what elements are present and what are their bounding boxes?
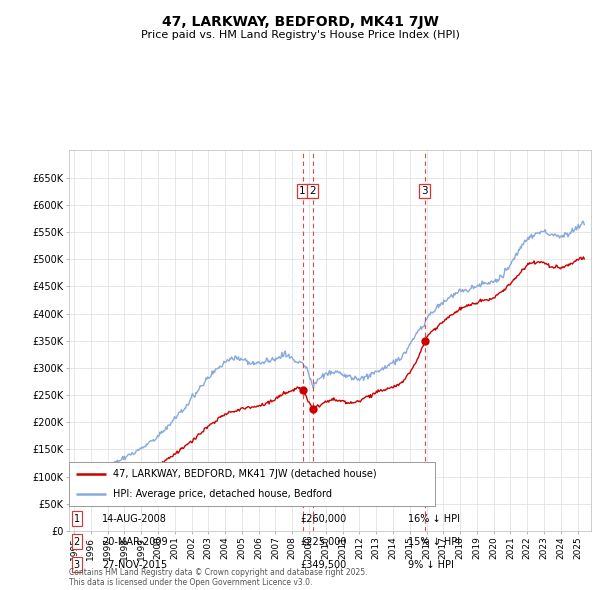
Text: £260,000: £260,000 [300,514,346,523]
Text: Price paid vs. HM Land Registry's House Price Index (HPI): Price paid vs. HM Land Registry's House … [140,30,460,40]
Text: 2: 2 [74,537,80,546]
Text: £225,000: £225,000 [300,537,347,546]
Text: 1: 1 [299,186,306,196]
Text: 3: 3 [422,186,428,196]
Text: 15% ↓ HPI: 15% ↓ HPI [408,537,460,546]
Text: 14-AUG-2008: 14-AUG-2008 [102,514,167,523]
Text: 9% ↓ HPI: 9% ↓ HPI [408,560,454,569]
Text: 2: 2 [310,186,316,196]
Text: 20-MAR-2009: 20-MAR-2009 [102,537,167,546]
Text: 47, LARKWAY, BEDFORD, MK41 7JW (detached house): 47, LARKWAY, BEDFORD, MK41 7JW (detached… [113,469,377,479]
Text: HPI: Average price, detached house, Bedford: HPI: Average price, detached house, Bedf… [113,489,332,499]
Text: 27-NOV-2015: 27-NOV-2015 [102,560,167,569]
Text: 3: 3 [74,560,80,569]
Text: 47, LARKWAY, BEDFORD, MK41 7JW: 47, LARKWAY, BEDFORD, MK41 7JW [161,15,439,29]
Text: 1: 1 [74,514,80,523]
Text: Contains HM Land Registry data © Crown copyright and database right 2025.
This d: Contains HM Land Registry data © Crown c… [69,568,367,587]
Text: £349,500: £349,500 [300,560,346,569]
Text: 16% ↓ HPI: 16% ↓ HPI [408,514,460,523]
